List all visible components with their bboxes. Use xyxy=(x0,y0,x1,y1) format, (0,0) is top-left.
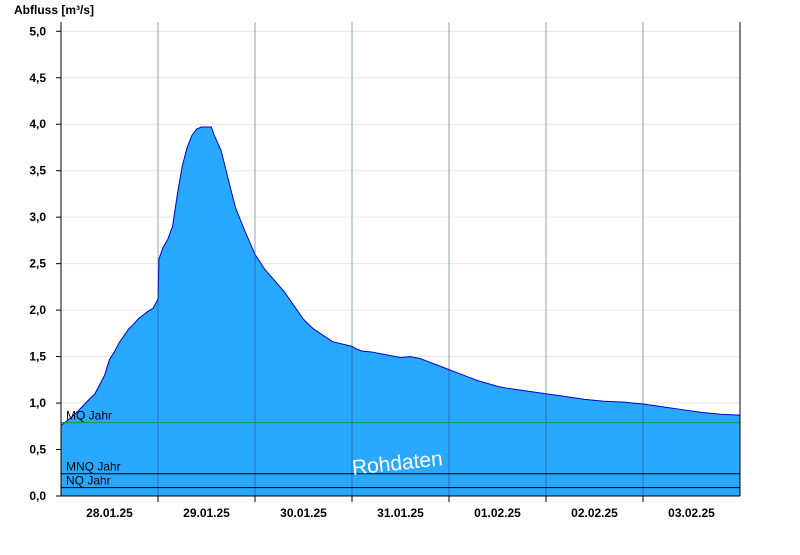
y-tick-label: 3,5 xyxy=(29,164,46,178)
x-tick-label: 03.02.25 xyxy=(668,506,715,520)
y-tick-label: 4,0 xyxy=(29,117,46,131)
x-tick-label: 30.01.25 xyxy=(280,506,327,520)
y-tick-label: 0,5 xyxy=(29,443,46,457)
y-tick-label: 4,5 xyxy=(29,71,46,85)
discharge-line xyxy=(60,126,741,426)
ref-label-mq-jahr: MQ Jahr xyxy=(66,409,112,423)
y-axis-label: Abfluss [m³/s] xyxy=(14,3,94,17)
y-tick-label: 1,5 xyxy=(29,350,46,364)
discharge-area xyxy=(61,127,740,496)
x-tick-label: 31.01.25 xyxy=(377,506,424,520)
x-tick-label: 02.02.25 xyxy=(571,506,618,520)
x-tick-label: 01.02.25 xyxy=(474,506,521,520)
y-tick-label: 3,0 xyxy=(29,210,46,224)
ref-label-nq-jahr: NQ Jahr xyxy=(66,474,111,488)
ref-label-mnq-jahr: MNQ Jahr xyxy=(66,460,121,474)
y-tick-label: 1,0 xyxy=(29,396,46,410)
y-tick-label: 2,5 xyxy=(29,257,46,271)
x-tick-label: 28.01.25 xyxy=(86,506,133,520)
y-tick-label: 5,0 xyxy=(29,24,46,38)
x-tick-label: 29.01.25 xyxy=(183,506,230,520)
y-tick-label: 2,0 xyxy=(29,303,46,317)
y-tick-label: 0,0 xyxy=(29,489,46,503)
